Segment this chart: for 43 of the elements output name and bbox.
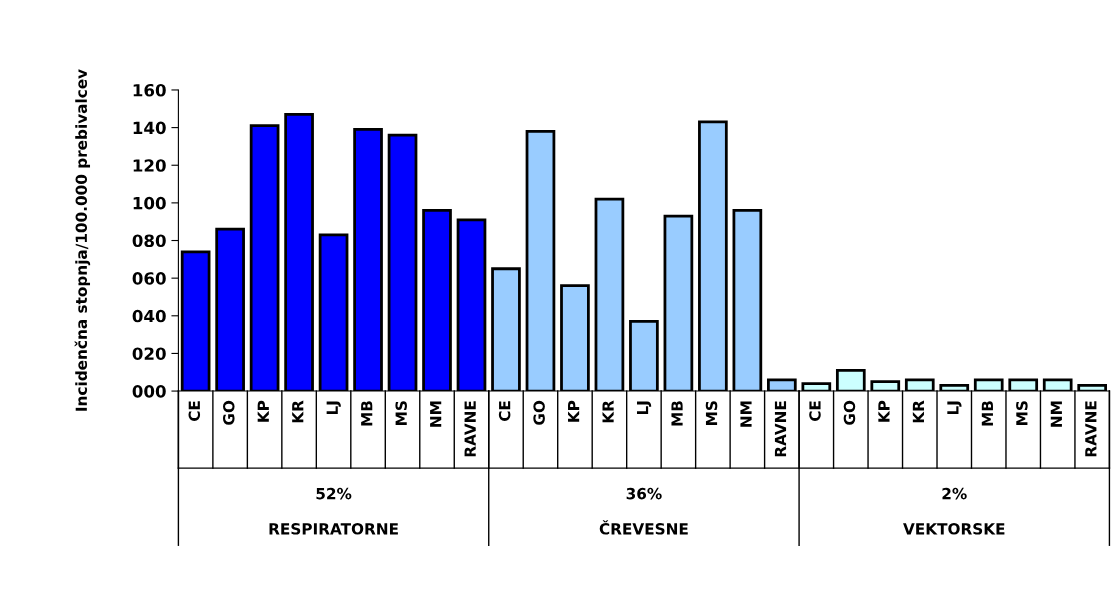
- y-tick-label: 100: [133, 196, 166, 210]
- x-tick-label: MB: [981, 401, 993, 426]
- y-tick-label: 080: [132, 234, 166, 248]
- x-tick-label: KP: [257, 400, 269, 422]
- text: 36%: [626, 487, 662, 500]
- x-tick-label: KR: [292, 400, 304, 423]
- x-tick-label: NM: [1050, 401, 1062, 427]
- x-tick-label: GO: [843, 400, 856, 425]
- x-tick-label: NM: [740, 401, 752, 427]
- x-tick-label: LJ: [636, 401, 652, 415]
- y-tick-label: 120: [133, 159, 166, 172]
- x-tick-label: LJ: [947, 401, 962, 415]
- x-tick-label: KP: [568, 400, 580, 422]
- text: 2%: [942, 487, 967, 500]
- y-tick-label: 020: [132, 347, 166, 360]
- x-tick-label: MS: [395, 401, 407, 425]
- y-tick-label: 040: [132, 309, 166, 323]
- x-tick-label: KR: [912, 400, 924, 423]
- x-tick-label: CE: [498, 401, 511, 421]
- x-tick-label: CE: [188, 401, 201, 421]
- x-tick-label: KP: [878, 400, 890, 422]
- y-axis-title: Incidenčna stopnja/100.000 prebivalcev: [74, 69, 91, 411]
- y-tick-label: 060: [132, 272, 166, 285]
- x-tick-label: RAVNE: [774, 401, 787, 457]
- x-tick-label: MS: [1016, 401, 1028, 425]
- text: 52%: [316, 487, 352, 500]
- x-tick-label: MS: [705, 401, 718, 425]
- x-tick-label: MB: [361, 401, 373, 426]
- text: ČREVESNE: [599, 520, 688, 535]
- x-tick-label: GO: [223, 400, 235, 425]
- x-tick-label: KR: [602, 400, 614, 423]
- y-tick-label: 160: [133, 83, 166, 97]
- x-tick-label: RAVNE: [1085, 401, 1097, 457]
- x-tick-label: LJ: [326, 401, 341, 415]
- x-tick-label: RAVNE: [464, 401, 476, 457]
- text: VEKTORSKE: [903, 523, 1005, 535]
- x-tick-label: CE: [809, 401, 821, 421]
- x-tick-label: NM: [430, 401, 442, 427]
- text: RESPIRATORNE: [269, 523, 398, 535]
- y-tick-label: 140: [133, 121, 166, 135]
- x-tick-label: MB: [671, 401, 683, 426]
- x-tick-label: GO: [533, 400, 545, 425]
- y-tick-label: 000: [132, 385, 166, 398]
